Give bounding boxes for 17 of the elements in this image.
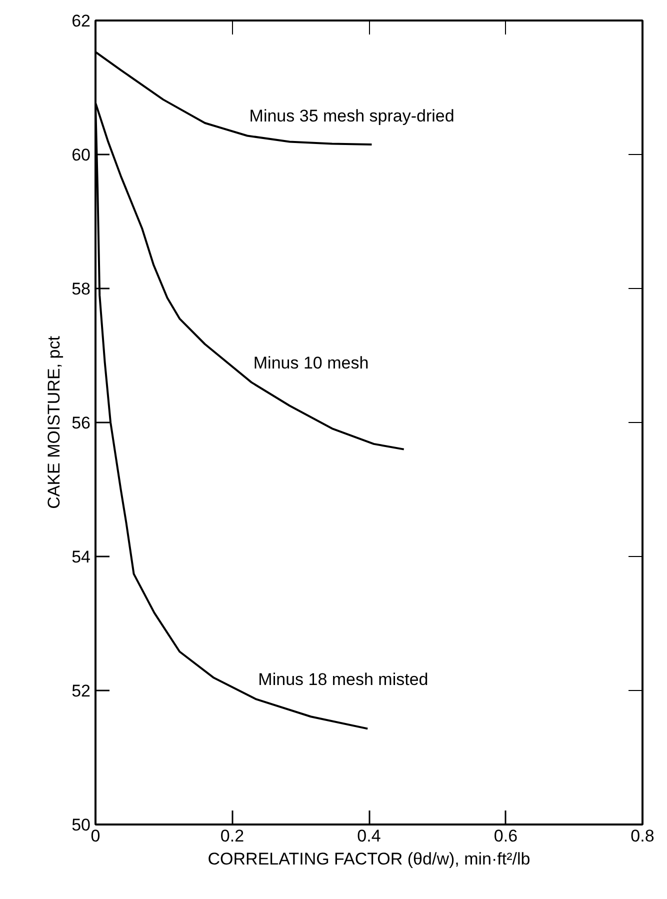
x-tick-label: 0 bbox=[90, 826, 100, 846]
y-tick-label: 60 bbox=[72, 146, 91, 164]
y-tick-label: 52 bbox=[72, 682, 91, 700]
y-tick-label: 54 bbox=[72, 548, 91, 566]
series-label: Minus 18 mesh misted bbox=[258, 670, 428, 690]
y-tick-label: 62 bbox=[72, 12, 91, 30]
series-label: Minus 10 mesh bbox=[253, 353, 369, 372]
x-tick-label: 0.2 bbox=[220, 826, 244, 846]
x-tick-label: 0.4 bbox=[357, 826, 381, 846]
y-axis-title: CAKE MOISTURE, pct bbox=[44, 336, 64, 509]
x-tick-label: 0.8 bbox=[630, 826, 654, 846]
y-tick-label: 56 bbox=[72, 414, 91, 432]
y-tick-label: 50 bbox=[72, 816, 91, 834]
series-label: Minus 35 mesh spray-dried bbox=[249, 106, 454, 126]
x-axis-title: CORRELATING FACTOR (θd/w), min·ft²/lb bbox=[208, 850, 530, 868]
y-tick-label: 58 bbox=[72, 280, 91, 298]
x-tick-label: 0.6 bbox=[494, 826, 518, 846]
